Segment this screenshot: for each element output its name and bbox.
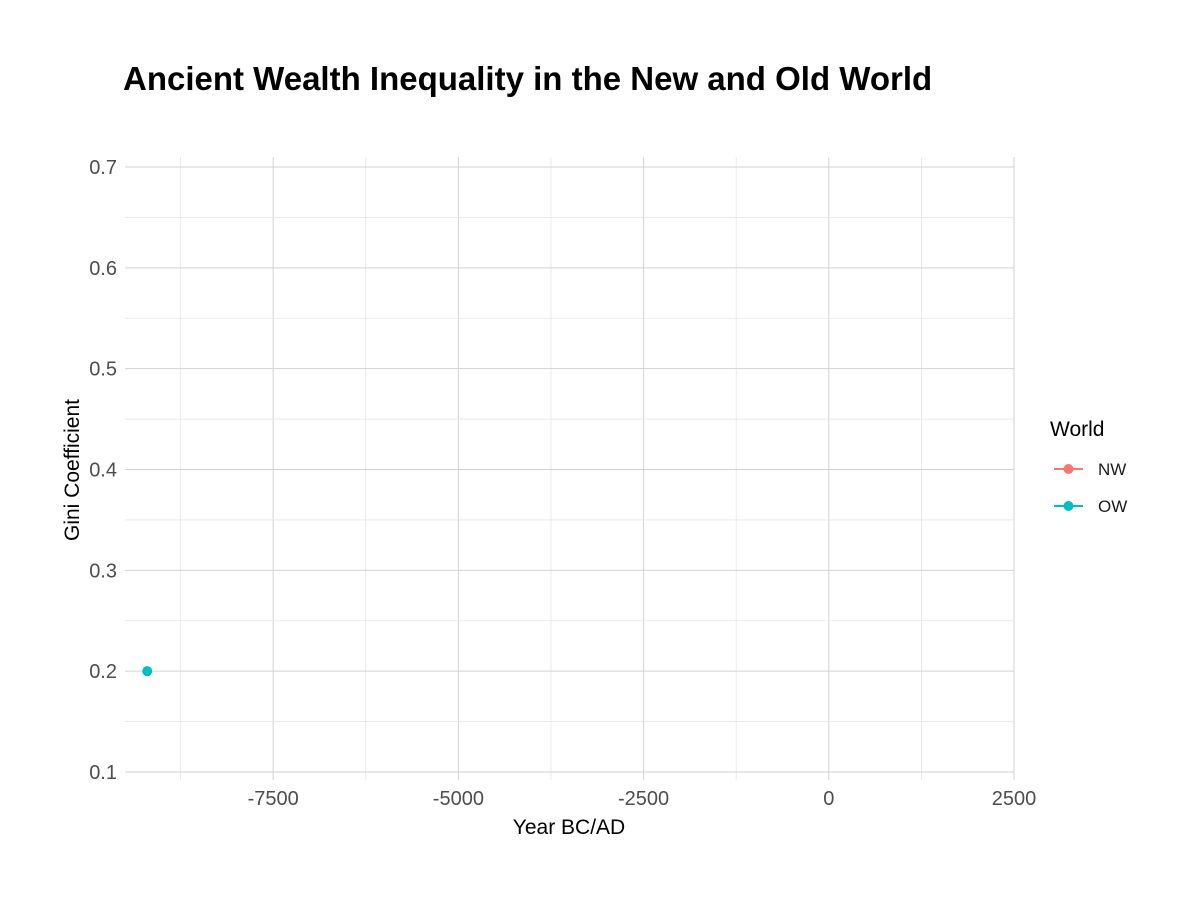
x-tick-label: -5000 (433, 788, 484, 810)
x-tick-label: 2500 (992, 788, 1037, 810)
legend-key-point (1063, 501, 1074, 511)
legend-item-nw: NW (1054, 460, 1126, 479)
legend-item-ow: OW (1054, 497, 1127, 516)
x-tick-label: -7500 (248, 788, 299, 810)
legend-label: OW (1098, 497, 1127, 516)
plot-area (142, 666, 153, 677)
data-point-ow (142, 666, 153, 677)
y-tick-label: 0.6 (89, 258, 117, 280)
legend: World NW OW (1050, 418, 1127, 516)
y-tick-label: 0.2 (89, 661, 117, 683)
y-tick-label: 0.4 (89, 460, 117, 482)
x-tick-label: -2500 (618, 788, 669, 810)
x-tick-label: 0 (823, 788, 834, 810)
chart-title: Ancient Wealth Inequality in the New and… (123, 60, 932, 97)
grid (125, 157, 1015, 780)
legend-key-point (1063, 464, 1074, 474)
y-axis: 0.1 0.2 0.3 0.4 0.5 0.6 0.7 (89, 157, 117, 784)
y-tick-label: 0.7 (89, 157, 117, 179)
y-axis-title: Gini Coefficient (61, 399, 84, 541)
x-axis: -7500 -5000 -2500 0 2500 (248, 788, 1037, 810)
legend-title: World (1050, 418, 1104, 441)
y-tick-label: 0.5 (89, 359, 117, 381)
y-tick-label: 0.1 (89, 762, 117, 784)
x-axis-title: Year BC/AD (513, 816, 625, 839)
legend-label: NW (1098, 460, 1126, 479)
y-tick-label: 0.3 (89, 560, 117, 582)
